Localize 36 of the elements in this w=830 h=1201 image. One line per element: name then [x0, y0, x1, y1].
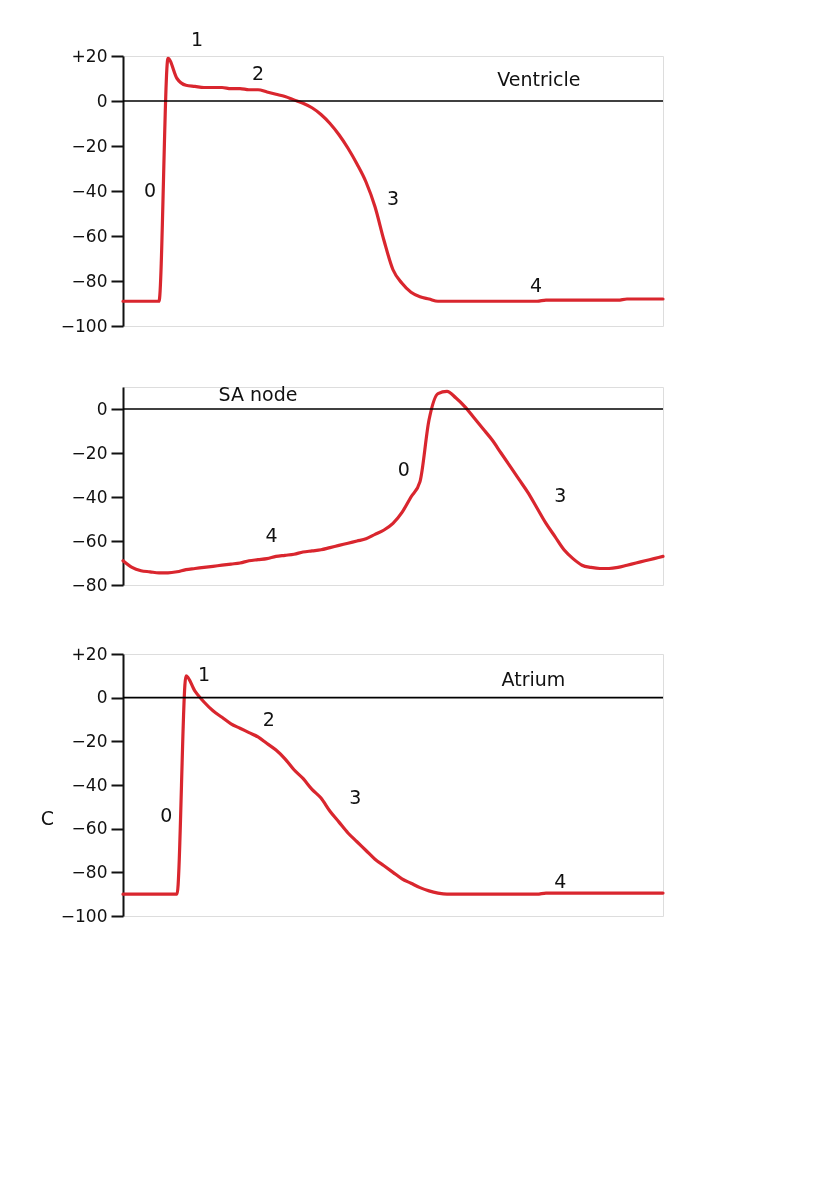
- annotation: 3: [386, 187, 400, 210]
- y-tick-label: −60: [71, 818, 108, 839]
- y-tick-label: −40: [71, 774, 108, 795]
- y-tick-label: −20: [71, 730, 108, 751]
- y-tick-label: −80: [71, 861, 108, 882]
- annotation: 0: [160, 804, 173, 827]
- y-tick-label: 0: [96, 398, 108, 419]
- y-tick-label: −20: [71, 442, 108, 463]
- annotation: 4: [554, 869, 567, 892]
- y-tick-label: −20: [71, 135, 108, 156]
- y-tick-label: 0: [96, 687, 108, 708]
- y-tick-label: −40: [71, 486, 108, 507]
- annotation: 0: [397, 458, 410, 481]
- annotation: 0: [143, 179, 157, 201]
- y-tick-label: −80: [71, 270, 108, 291]
- y-tick-label: 0: [96, 90, 108, 111]
- text: 1: [190, 27, 204, 50]
- y-tick-label: −100: [60, 905, 108, 926]
- text: Atrium: [501, 668, 566, 691]
- annotation: 2: [251, 61, 265, 84]
- y-tick-label: −60: [71, 530, 108, 551]
- text: Ventricle: [497, 68, 581, 91]
- annotation: 2: [262, 707, 275, 730]
- y-tick-label: −100: [60, 315, 108, 336]
- annotation: 4: [530, 273, 543, 296]
- y-tick-label: +20: [71, 643, 108, 664]
- y-tick-label: −60: [71, 225, 108, 246]
- annotation: 3: [349, 786, 362, 809]
- y-tick-label: +20: [71, 45, 108, 66]
- y-tick-label: −40: [71, 180, 108, 201]
- annotation: 4: [265, 524, 278, 547]
- annotation: 1: [197, 662, 211, 685]
- chart-title: SA node: [218, 382, 298, 405]
- annotation: 3: [554, 483, 567, 506]
- y-tick-label: −80: [71, 574, 108, 595]
- text: C: [40, 807, 55, 830]
